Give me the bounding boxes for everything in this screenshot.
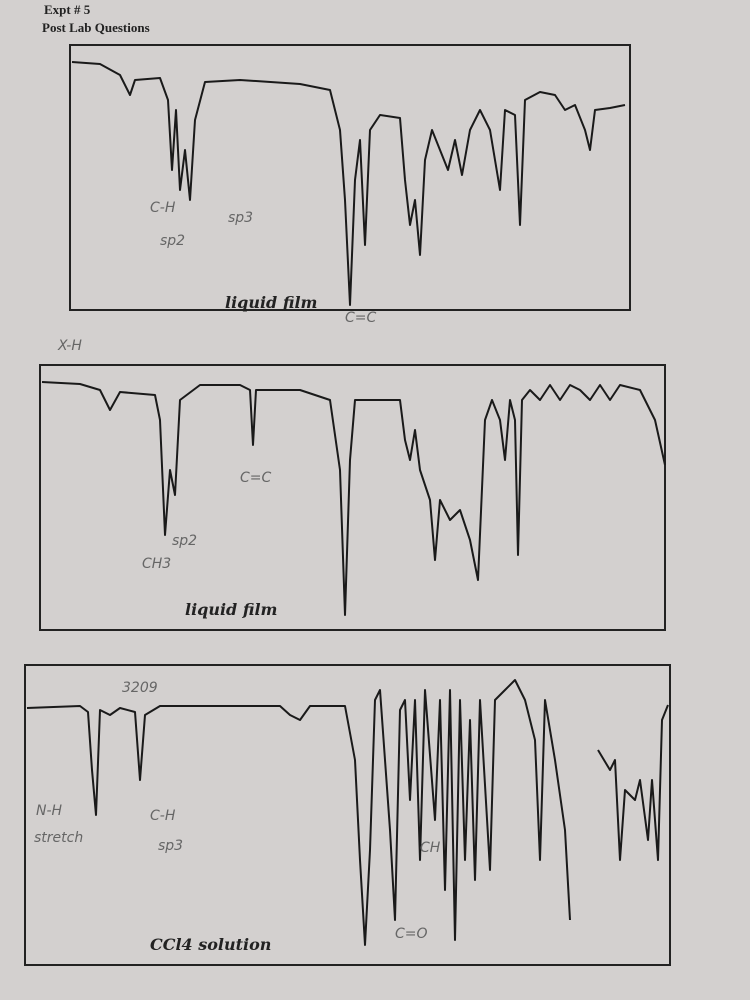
handwritten-note: sp3 <box>228 210 253 226</box>
handwritten-note: C-H <box>150 808 176 824</box>
spectrum-trace <box>26 679 571 946</box>
handwritten-note: CH3 <box>142 556 171 572</box>
spectrum-trace <box>597 704 669 861</box>
spectrum-frame <box>69 44 631 311</box>
spectrum-label: liquid film <box>185 600 277 619</box>
handwritten-note: C=C <box>240 470 272 486</box>
spectrum-label: liquid film <box>225 293 317 312</box>
handwritten-note: C-H <box>150 200 176 216</box>
handwritten-note: sp3 <box>158 838 183 854</box>
spectrum-label: CCl4 solution <box>150 935 271 954</box>
spectrum-trace <box>71 61 626 306</box>
handwritten-note: N-H <box>36 803 63 819</box>
handwritten-note: C=O <box>395 926 428 942</box>
handwritten-note: X-H <box>57 338 82 354</box>
handwritten-note: stretch <box>34 830 83 846</box>
expt: Expt # 5 <box>44 2 91 17</box>
spectrum-frame <box>39 364 666 631</box>
page-title: Post Lab Questions <box>42 20 150 35</box>
handwritten-note: C=C <box>345 310 377 326</box>
spectrum-frame <box>24 664 671 966</box>
handwritten-note: sp2 <box>160 233 185 249</box>
spectrum-trace <box>41 381 666 616</box>
handwritten-note: 3209 <box>122 680 158 696</box>
handwritten-note: CH <box>420 840 441 856</box>
handwritten-note: sp2 <box>172 533 197 549</box>
